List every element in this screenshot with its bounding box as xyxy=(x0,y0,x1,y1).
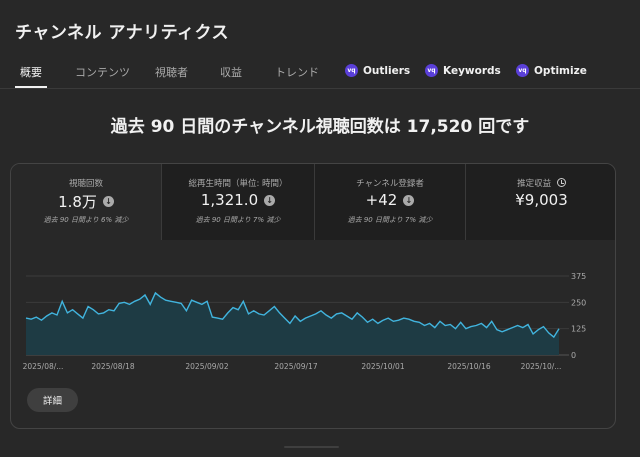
metric-value-row: 1,321.0 ↓ xyxy=(162,191,314,209)
vidiq-icon: vq xyxy=(345,64,358,77)
metric-label: 総再生時間（単位: 時間） xyxy=(188,179,288,189)
vidiq-icon: vq xyxy=(516,64,529,77)
page-title: チャンネル アナリティクス xyxy=(15,23,230,43)
scroll-handle[interactable] xyxy=(284,446,339,448)
metric-comparison: 過去 90 日間より 7% 減少 xyxy=(195,216,281,224)
metric-value: 1,321.0 xyxy=(200,191,259,209)
metric-revenue[interactable]: 推定収益 ¥9,003 xyxy=(466,164,615,240)
tab-content[interactable]: コンテンツ xyxy=(75,66,130,79)
metric-value-row: ¥9,003 xyxy=(466,191,615,209)
tab-trends[interactable]: トレンド xyxy=(275,66,319,79)
x-tick-label: 2025/08/18 xyxy=(91,362,134,371)
series-line xyxy=(25,291,560,339)
views-chart[interactable]: 375 250 125 0 2025/08/... 2025/08/18 2025/09/0… xyxy=(11,256,616,376)
metric-value: 1.8万 xyxy=(58,193,97,211)
tab-optimize[interactable]: vq Optimize xyxy=(516,64,587,77)
tab-revenue[interactable]: 収益 xyxy=(220,66,242,79)
metric-label-text: 推定収益 xyxy=(517,179,552,189)
metric-value-row: 1.8万 ↓ xyxy=(11,191,161,212)
x-tick-label: 2025/08/... xyxy=(23,362,64,371)
y-tick-label: 0 xyxy=(571,351,576,360)
metric-divider xyxy=(161,164,162,240)
metric-value: ¥9,003 xyxy=(515,191,568,209)
metric-subscribers[interactable]: チャンネル登録者 +42 ↓ 過去 90 日間より 7% 減少 xyxy=(315,164,465,240)
y-tick-label: 125 xyxy=(571,325,586,334)
metric-watch-time[interactable]: 総再生時間（単位: 時間） 1,321.0 ↓ 過去 90 日間より 7% 減少 xyxy=(162,164,314,240)
tab-overview[interactable]: 概要 xyxy=(20,66,42,79)
tab-audience[interactable]: 視聴者 xyxy=(155,66,188,79)
metric-divider xyxy=(465,164,466,240)
clock-icon xyxy=(556,178,566,187)
series-area xyxy=(26,292,559,355)
tab-keywords-label: Keywords xyxy=(443,64,501,77)
down-arrow-icon: ↓ xyxy=(264,194,276,206)
x-tick-label: 2025/10/... xyxy=(521,362,562,371)
metric-label: 推定収益 xyxy=(466,177,615,189)
down-arrow-icon: ↓ xyxy=(403,194,415,206)
overview-card: 視聴回数 1.8万 ↓ 過去 90 日間より 6% 減少 総再生時間（単位: 時… xyxy=(10,163,616,429)
metric-label: チャンネル登録者 xyxy=(356,179,424,189)
metrics-row: 視聴回数 1.8万 ↓ 過去 90 日間より 6% 減少 総再生時間（単位: 時… xyxy=(11,164,615,240)
active-tab-indicator xyxy=(15,86,47,88)
x-tick-label: 2025/10/16 xyxy=(447,362,490,371)
x-tick-label: 2025/09/17 xyxy=(274,362,317,371)
down-arrow-icon: ↓ xyxy=(102,196,114,207)
tab-outliers-label: Outliers xyxy=(363,64,411,77)
metric-value: +42 xyxy=(365,191,398,209)
x-tick-label: 2025/10/01 xyxy=(361,362,404,371)
y-tick-label: 375 xyxy=(571,272,586,281)
details-button[interactable]: 詳細 xyxy=(27,388,78,412)
metric-comparison: 過去 90 日間より 6% 減少 xyxy=(43,216,129,224)
tab-bar: 概要 コンテンツ 視聴者 収益 トレンド vq Outliers vq Keyw… xyxy=(0,58,640,88)
x-tick-label: 2025/09/02 xyxy=(185,362,228,371)
vidiq-icon: vq xyxy=(425,64,438,77)
tab-keywords[interactable]: vq Keywords xyxy=(425,64,501,77)
metric-value-row: +42 ↓ xyxy=(315,191,465,209)
y-tick-label: 250 xyxy=(571,298,586,307)
views-headline: 過去 90 日間のチャンネル視聴回数は 17,520 回です xyxy=(110,117,530,137)
metric-divider xyxy=(314,164,315,240)
tab-outliers[interactable]: vq Outliers xyxy=(345,64,410,77)
metric-comparison: 過去 90 日間より 7% 減少 xyxy=(347,216,433,224)
metric-label: 視聴回数 xyxy=(68,179,103,189)
tabs-divider xyxy=(0,88,640,89)
tab-optimize-label: Optimize xyxy=(534,64,587,77)
metric-views[interactable]: 視聴回数 1.8万 ↓ 過去 90 日間より 6% 減少 xyxy=(11,164,161,240)
